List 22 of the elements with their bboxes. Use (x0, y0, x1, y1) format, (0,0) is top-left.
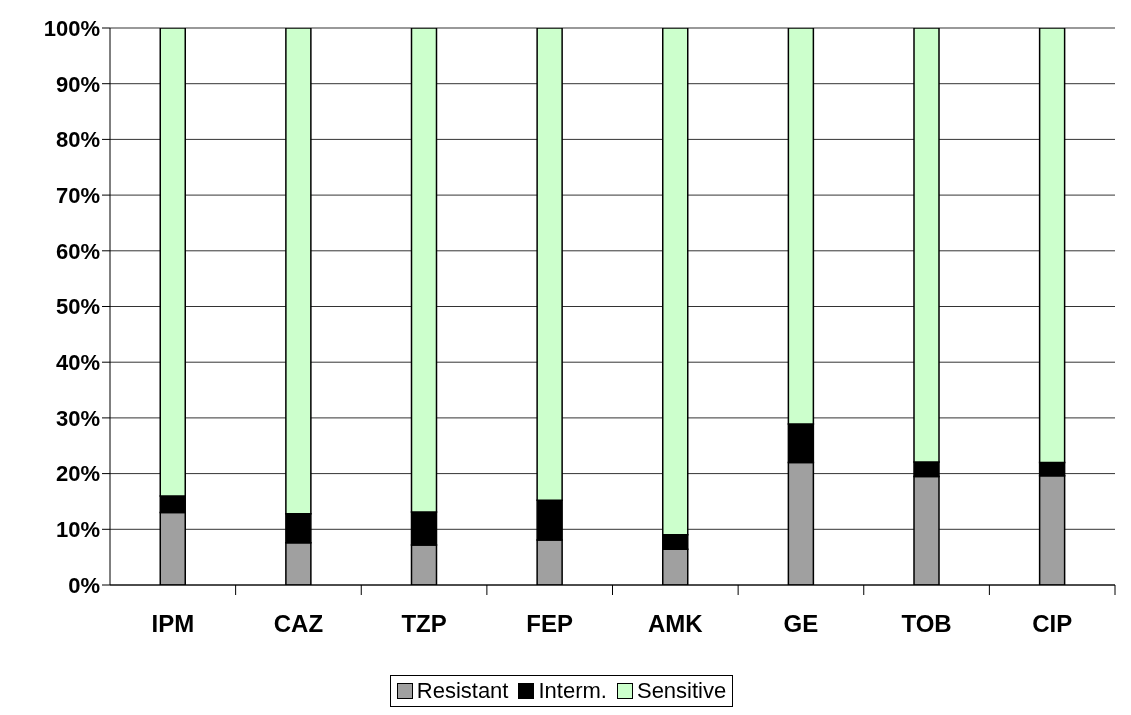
x-tick-label: IPM (151, 610, 195, 638)
x-tick-label: GE (783, 610, 819, 638)
y-tick-label: 40% (55, 350, 100, 376)
x-tick-label: TZP (401, 610, 447, 638)
y-tick-label: 10% (55, 517, 100, 543)
x-tick-label: TOB (901, 610, 952, 638)
x-tick-label: CIP (1032, 610, 1073, 638)
x-tick-label: CAZ (273, 610, 324, 638)
y-tick-label: 80% (55, 127, 100, 153)
y-tick-label: 60% (55, 238, 100, 264)
y-tick-label: 70% (55, 182, 100, 208)
legend-label: Interm. (537, 678, 607, 704)
y-tick-label: 0% (68, 572, 100, 598)
y-tick-label: 90% (55, 71, 100, 97)
y-tick-label: 50% (55, 294, 100, 320)
y-tick-label: 20% (55, 461, 100, 487)
y-tick-label: 100% (43, 15, 100, 41)
y-tick-label: 30% (55, 405, 100, 431)
x-tick-label: FEP (526, 610, 574, 638)
legend-label: Sensitive (635, 678, 727, 704)
legend-label: Resistant (415, 678, 509, 704)
x-tick-label: AMK (647, 610, 704, 638)
